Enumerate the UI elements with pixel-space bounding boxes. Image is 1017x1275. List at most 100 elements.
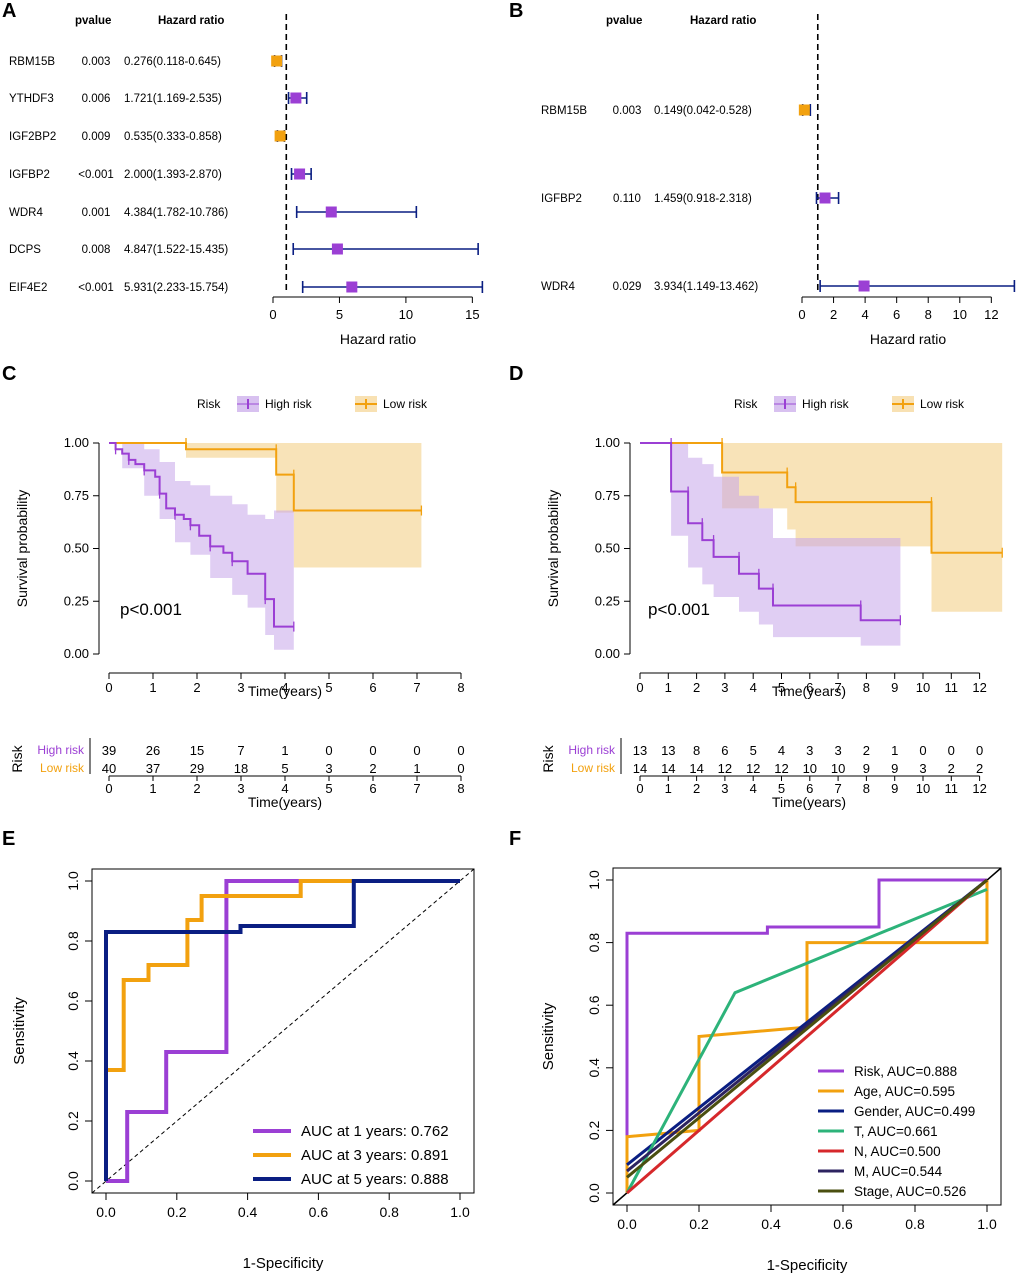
risk-count: 0	[325, 743, 332, 758]
x-axis-label: Time(years)	[772, 683, 846, 699]
y-tick-label: 0.25	[595, 593, 620, 608]
x-tick-label: 11	[945, 680, 959, 695]
risk-x-tick-label: 12	[972, 781, 986, 796]
x-tick-label: 0.0	[617, 1216, 637, 1232]
x-tick-label: 4	[861, 307, 868, 322]
risk-x-tick-label: 8	[863, 781, 870, 796]
high-risk-curve	[109, 442, 294, 628]
hazard-ratio-text: 0.149(0.042-0.528)	[654, 105, 752, 117]
y-tick-label: 0.75	[595, 488, 620, 503]
panel-label: C	[2, 363, 16, 385]
panel-d-survival-plot: D Risk High risk Low risk 0.00 0.25 0.50 0.75 1.…	[509, 363, 1003, 810]
panel-label: A	[2, 0, 16, 22]
y-tick-label: 0.4	[65, 1051, 81, 1071]
risk-count: 37	[146, 761, 160, 776]
risk-count: 3	[919, 761, 926, 776]
low-risk-curve	[640, 442, 1003, 554]
y-tick-label: 0.0	[586, 1183, 602, 1203]
risk-count: 12	[718, 761, 732, 776]
risk-count: 29	[190, 761, 204, 776]
risk-count: 1	[891, 743, 898, 758]
legend-label: Risk, AUC=0.888	[854, 1064, 957, 1079]
panel-label: E	[2, 828, 15, 850]
hazard-ratio-header: Hazard ratio	[158, 15, 224, 27]
x-tick-label: 0	[636, 680, 643, 695]
plot-frame	[612, 867, 1002, 1206]
pvalue-value: 0.008	[82, 244, 111, 256]
x-tick-label: 1.0	[977, 1216, 997, 1232]
roc-curve	[104, 879, 460, 1181]
legend-title: Risk	[734, 397, 758, 411]
legend-low-label: Low risk	[920, 397, 965, 411]
risk-count: 13	[661, 743, 675, 758]
roc-curve	[625, 888, 988, 1194]
risk-count: 5	[281, 761, 288, 776]
risk-count: 6	[721, 743, 728, 758]
legend-label: M, AUC=0.544	[854, 1164, 943, 1179]
legend-background	[806, 1052, 996, 1200]
risk-count: 9	[863, 761, 870, 776]
risk-x-axis-label: Time(years)	[248, 794, 322, 810]
roc-curve	[625, 878, 987, 1193]
y-tick-label: 1.00	[595, 435, 620, 450]
x-axis-label: Hazard ratio	[870, 331, 946, 347]
y-tick-label: 0.2	[65, 1111, 81, 1131]
hazard-ratio-text: 3.934(1.149-13.462)	[654, 281, 758, 293]
x-tick-label: 1.0	[450, 1204, 470, 1220]
gene-label: IGFBP2	[9, 169, 50, 181]
risk-count: 0	[948, 743, 955, 758]
risk-x-tick-label: 6	[806, 781, 813, 796]
x-tick-label: 0.8	[379, 1204, 399, 1220]
x-tick-label: 0.6	[309, 1204, 329, 1220]
risk-count: 10	[803, 761, 817, 776]
x-axis-label: Time(years)	[248, 683, 322, 699]
risk-count: 26	[146, 743, 160, 758]
risk-x-tick-label: 1	[665, 781, 672, 796]
y-tick-label: 0.8	[586, 933, 602, 953]
risk-x-axis-label: Time(years)	[772, 794, 846, 810]
pvalue-value: 0.003	[82, 56, 111, 68]
hazard-ratio-point	[294, 168, 306, 180]
x-tick-label: 0.0	[96, 1204, 116, 1220]
legend-label: Age, AUC=0.595	[854, 1084, 955, 1099]
risk-x-tick-label: 3	[237, 781, 244, 796]
pvalue-value: 0.001	[82, 207, 111, 219]
risk-count: 2	[369, 761, 376, 776]
panel-f-roc-plot: F 0.0 0.0 0.2 0.2 0.4 0.4 0.6 0.6 0.8 0.8 1.0 1.0 1-S…	[509, 828, 1002, 1274]
hazard-ratio-text: 0.535(0.333-0.858)	[124, 131, 222, 143]
y-tick-label: 0.25	[64, 593, 89, 608]
x-tick-label: 0	[105, 680, 112, 695]
risk-row-label: High risk	[568, 743, 616, 757]
risk-count: 2	[948, 761, 955, 776]
y-tick-label: 1.0	[586, 870, 602, 890]
risk-count: 3	[806, 743, 813, 758]
pvalue-header: pvalue	[75, 15, 111, 27]
y-tick-label: 0.0	[65, 1171, 81, 1191]
risk-count: 13	[633, 743, 647, 758]
roc-curve	[626, 878, 988, 1179]
hazard-ratio-point	[271, 55, 283, 67]
risk-x-tick-label: 2	[693, 781, 700, 796]
pvalue-value: 0.110	[613, 193, 641, 205]
risk-count: 0	[919, 743, 926, 758]
risk-x-tick-label: 5	[778, 781, 785, 796]
diagonal-line	[91, 868, 475, 1194]
risk-count: 10	[831, 761, 845, 776]
legend-label: AUC at 3 years: 0.891	[301, 1147, 449, 1164]
risk-count: 0	[413, 743, 420, 758]
hazard-ratio-point	[819, 192, 831, 204]
risk-x-tick-label: 8	[457, 781, 464, 796]
pvalue-value: 0.029	[613, 281, 642, 293]
x-tick-label: 10	[916, 680, 930, 695]
hazard-ratio-point	[346, 281, 358, 293]
legend-label: Stage, AUC=0.526	[854, 1184, 966, 1199]
risk-x-tick-label: 7	[834, 781, 841, 796]
x-axis-label: Hazard ratio	[340, 331, 416, 347]
high-risk-curve	[640, 442, 901, 622]
risk-table-label: Risk	[9, 744, 25, 772]
pvalue-value: 0.009	[82, 131, 111, 143]
x-tick-label: 8	[925, 307, 932, 322]
legend-low-label: Low risk	[383, 397, 428, 411]
risk-count: 3	[834, 743, 841, 758]
